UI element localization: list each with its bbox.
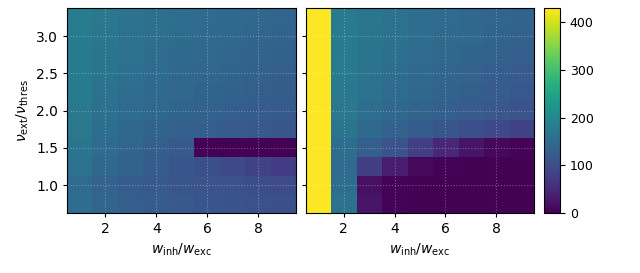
Y-axis label: $\nu_{\rm ext}/\nu_{\rm thres}$: $\nu_{\rm ext}/\nu_{\rm thres}$ (14, 79, 31, 142)
X-axis label: $w_{\rm inh}/w_{\rm exc}$: $w_{\rm inh}/w_{\rm exc}$ (389, 242, 451, 258)
X-axis label: $w_{\rm inh}/w_{\rm exc}$: $w_{\rm inh}/w_{\rm exc}$ (151, 242, 212, 258)
